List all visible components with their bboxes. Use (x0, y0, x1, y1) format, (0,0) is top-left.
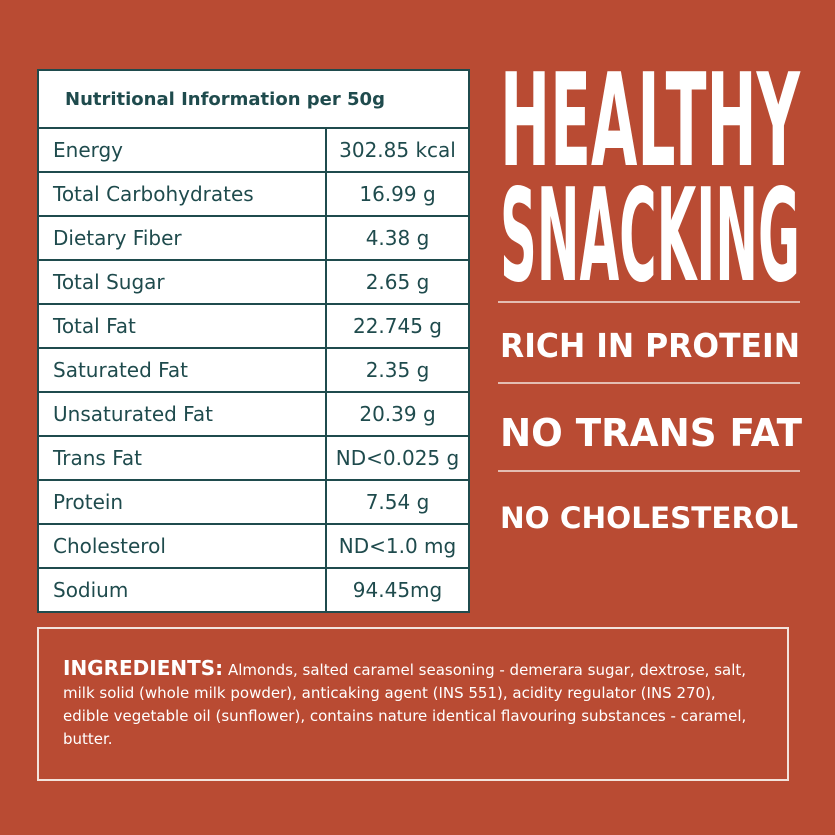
nutrient-value: 22.745 g (325, 303, 470, 349)
nutrient-value: 16.99 g (325, 171, 470, 217)
headline: HEALTHY (500, 47, 801, 196)
nutrient-name: Energy (37, 127, 327, 173)
nutrient-name: Dietary Fiber (37, 215, 327, 261)
table-row: Sodium 94.45mg (37, 567, 470, 613)
table-title: Nutritional Information per 50g (37, 69, 470, 129)
table-row: Energy 302.85 kcal (37, 127, 470, 173)
nutrient-name: Cholesterol (37, 523, 327, 569)
ingredients-text: Almonds, salted caramel seasoning - deme… (63, 661, 747, 748)
nutrient-name: Trans Fat (37, 435, 327, 481)
claim: RICH IN PROTEIN (500, 326, 800, 365)
nutrient-value: 94.45mg (325, 567, 470, 613)
table-row: Saturated Fat 2.35 g (37, 347, 470, 393)
nutrient-name: Protein (37, 479, 327, 525)
nutrient-value: 302.85 kcal (325, 127, 470, 173)
table-row: Total Sugar 2.65 g (37, 259, 470, 305)
nutrient-value: 4.38 g (325, 215, 470, 261)
nutrient-value: 7.54 g (325, 479, 470, 525)
headline: SNACKING (500, 162, 800, 311)
nutrient-name: Total Carbohydrates (37, 171, 327, 217)
nutrition-table: Nutritional Information per 50g Energy 30… (37, 69, 470, 613)
table-row: Protein 7.54 g (37, 479, 470, 525)
table-row: Dietary Fiber 4.38 g (37, 215, 470, 261)
nutrient-value: ND<0.025 g (325, 435, 470, 481)
nutrient-name: Total Sugar (37, 259, 327, 305)
ingredients-box: INGREDIENTS: Almonds, salted caramel sea… (37, 627, 789, 781)
nutrient-name: Total Fat (37, 303, 327, 349)
nutrient-value: ND<1.0 mg (325, 523, 470, 569)
table-row: Unsaturated Fat 20.39 g (37, 391, 470, 437)
nutrient-value: 2.65 g (325, 259, 470, 305)
table-row: Trans Fat ND<0.025 g (37, 435, 470, 481)
table-row: Total Fat 22.745 g (37, 303, 470, 349)
claim: NO TRANS FAT (500, 411, 802, 455)
table-row: Total Carbohydrates 16.99 g (37, 171, 470, 217)
nutrient-name: Sodium (37, 567, 327, 613)
nutrient-name: Unsaturated Fat (37, 391, 327, 437)
ingredients-label: INGREDIENTS: (63, 656, 224, 680)
claims: HEALTHY SNACKING RICH IN PROTEIN NO TRAN… (498, 47, 802, 535)
claim: NO CHOLESTEROL (500, 501, 798, 535)
nutrient-value: 20.39 g (325, 391, 470, 437)
nutrient-value: 2.35 g (325, 347, 470, 393)
nutrient-name: Saturated Fat (37, 347, 327, 393)
table-row: Cholesterol ND<1.0 mg (37, 523, 470, 569)
